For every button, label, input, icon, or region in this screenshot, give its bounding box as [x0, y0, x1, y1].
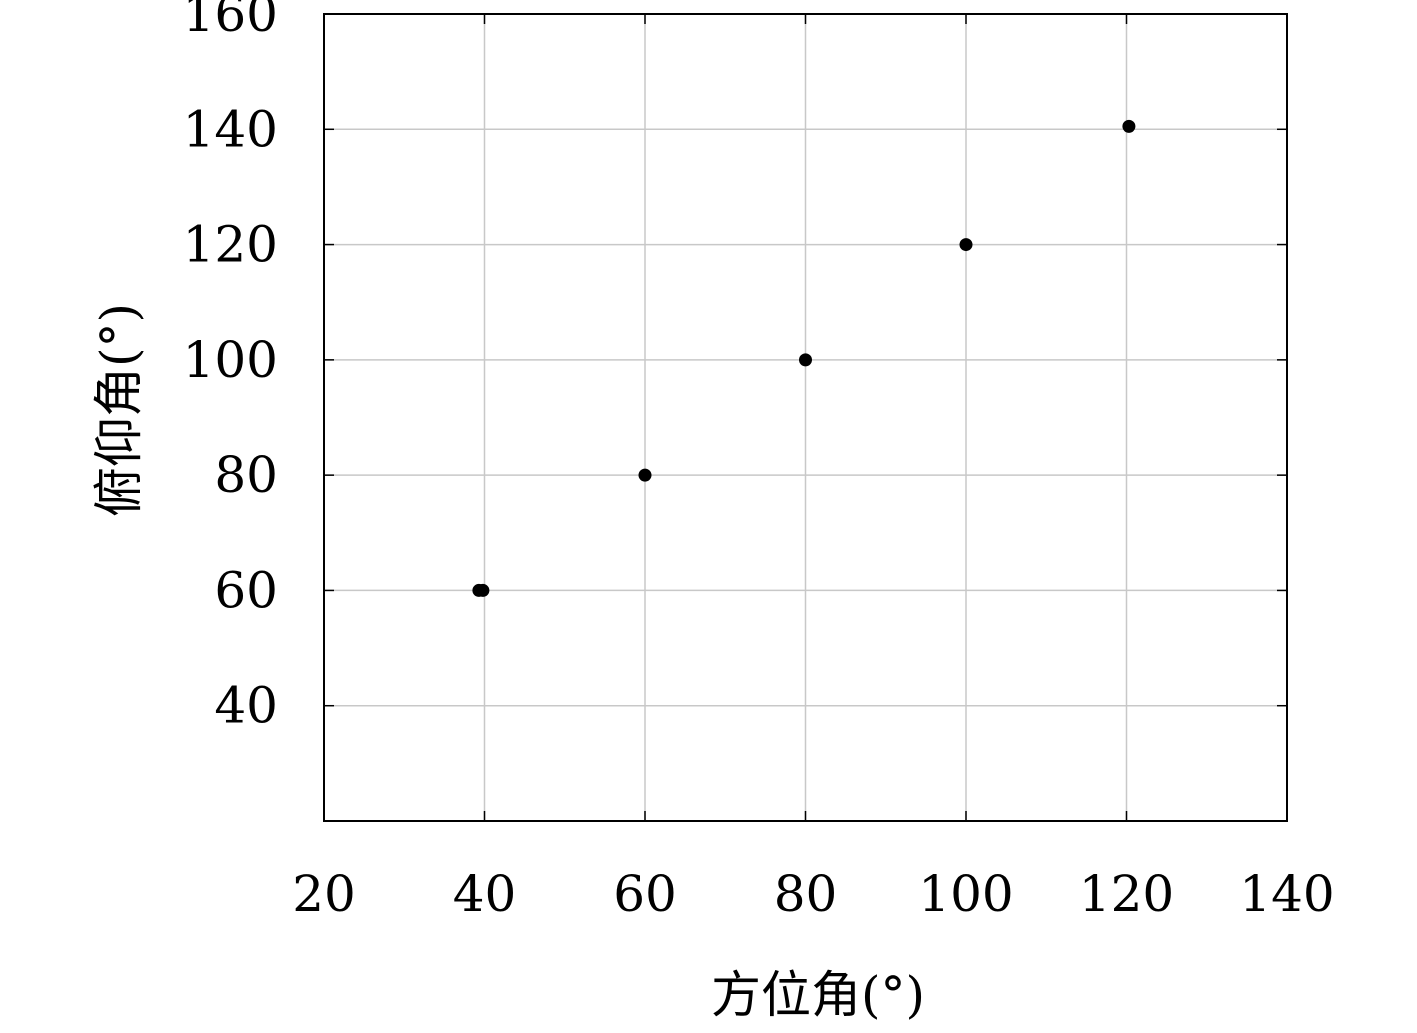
tick-marks	[324, 14, 1287, 821]
data-points	[472, 119, 1136, 597]
x-tick-label: 80	[774, 865, 838, 923]
x-axis-label: 方位角(°)	[711, 966, 925, 1024]
y-tick-label: 80	[214, 446, 278, 504]
y-axis-label: 俯仰角(°)	[90, 303, 148, 517]
x-tick-label: 100	[918, 865, 1013, 923]
data-point	[638, 468, 652, 482]
x-tick-label: 120	[1079, 865, 1174, 923]
x-tick-label: 20	[292, 865, 356, 923]
y-tick-label: 60	[214, 561, 278, 619]
y-tick-label: 140	[183, 100, 278, 158]
data-point	[1122, 119, 1136, 133]
y-tick-label: 160	[183, 0, 278, 43]
y-tick-labels: 40 60 80 100 120 140 160	[183, 0, 278, 735]
x-tick-labels: 20 40 60 80 100 120 140	[292, 865, 1335, 923]
x-tick-label: 140	[1239, 865, 1334, 923]
x-tick-label: 60	[613, 865, 677, 923]
x-tick-label: 40	[453, 865, 517, 923]
grid	[324, 14, 1287, 821]
y-tick-label: 40	[214, 677, 278, 735]
data-point	[959, 238, 973, 252]
y-tick-label: 100	[183, 331, 278, 389]
data-point	[799, 353, 812, 367]
data-point	[476, 583, 490, 597]
y-tick-label: 120	[183, 216, 278, 274]
